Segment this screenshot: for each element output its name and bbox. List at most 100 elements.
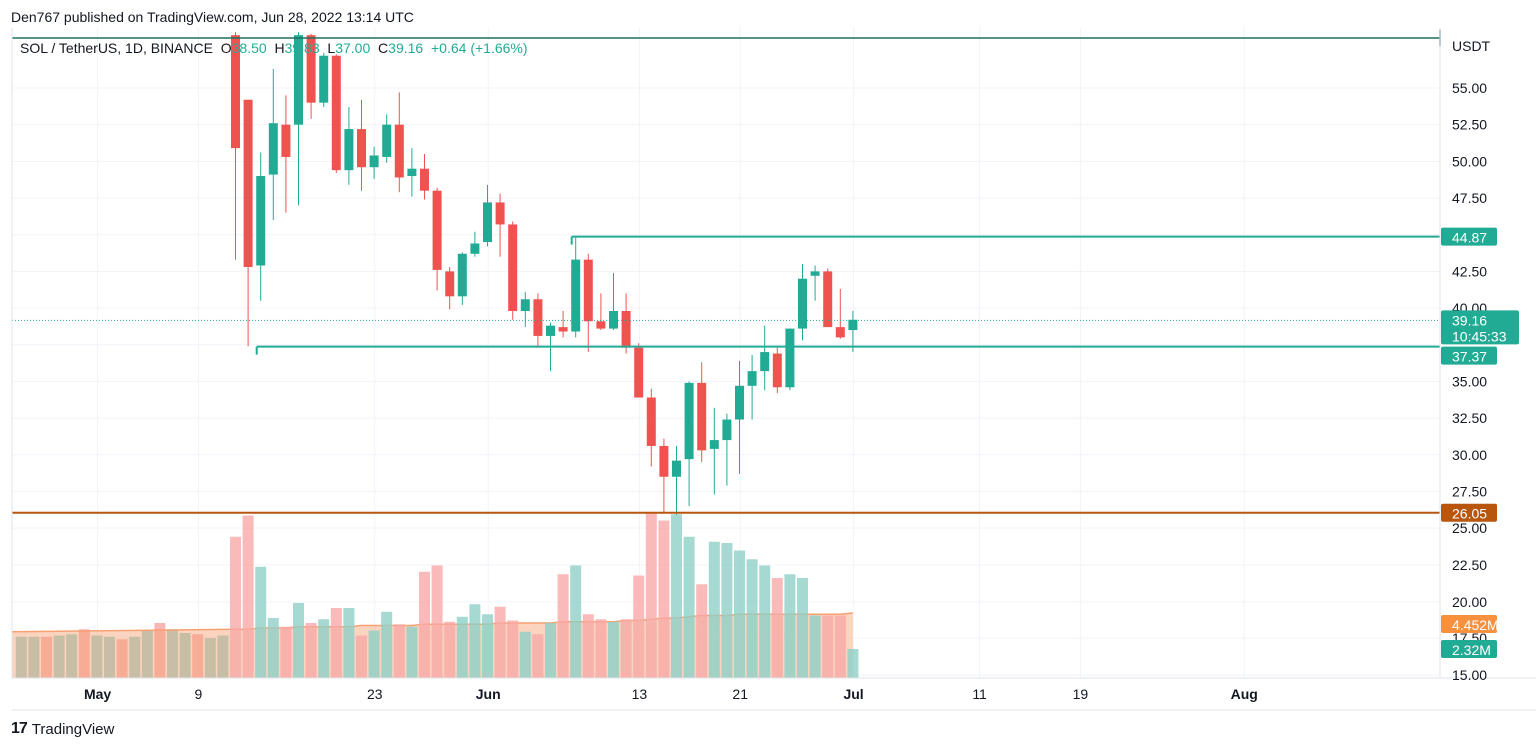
candle [394,92,404,193]
volume-ma-badge: 4.452M [1441,615,1499,633]
candle-body [634,347,644,398]
last-price-badge-text: 10:45:33 [1452,328,1507,344]
candle-body [344,129,354,171]
volume-bar [280,626,292,678]
candle [344,107,354,185]
candle-body [684,382,694,460]
candle [243,99,253,347]
candle [772,347,782,394]
volume-bar [696,584,708,678]
time-tick-label: 19 [1073,686,1089,702]
candle-body [357,129,366,168]
volume-bar [582,614,594,678]
price-tick-label: 30.00 [1452,447,1487,463]
candle [684,381,694,507]
candle [382,114,392,163]
candle-body [772,353,782,388]
candle-body [823,271,833,328]
candle [583,253,593,353]
volume-ma-badge-bg [1441,615,1497,633]
candle-body [243,99,253,267]
time-tick-label: May [84,686,111,702]
volume-bar [532,634,544,678]
symbol-title[interactable]: SOL / TetherUS, 1D, BINANCE [20,40,213,56]
candle [268,68,278,221]
volume-bar [267,618,279,678]
low-value: 37.00 [335,40,371,56]
candle [621,293,631,354]
tradingview-logo[interactable]: 17 TradingView [11,720,114,738]
axis-layer: USDT55.0052.5050.0047.5042.5040.0035.003… [11,28,1536,711]
candle [319,52,329,108]
candle-body [483,202,492,243]
candle-body [394,124,404,178]
level-badge: 44.87 [1441,227,1497,246]
candle [722,413,732,486]
candle [470,231,480,257]
volume-bar [179,633,191,678]
candle-body [533,299,543,336]
candle [357,99,366,191]
candle [848,310,858,353]
candle-body [760,352,770,372]
candle-body [231,35,240,149]
candle-body [256,176,266,266]
candle [331,54,341,174]
volume-bar [759,565,771,678]
volume-bar [507,620,519,678]
volume-bar [683,536,695,678]
volume-last-badge-text: 2.32M [1452,642,1491,658]
volume-bar [230,536,241,678]
volume-bar [746,559,758,678]
candle-body [747,371,757,386]
candle-body [735,385,744,420]
candle-body [546,325,555,336]
volume-bar [141,630,153,678]
volume-bar [734,550,745,678]
volume-bar [368,630,380,678]
price-tick-label: 32.50 [1452,410,1487,426]
volume-layer [11,513,859,678]
candle-body [470,243,480,254]
price-tick-label: 50.00 [1452,153,1487,169]
candle [672,445,681,515]
volume-bar [255,566,267,678]
symbol-header: SOL / TetherUS, 1D, BINANCE O38.50 H39.8… [20,40,528,56]
time-tick-label: Jul [843,686,863,702]
volume-bar [293,603,304,678]
volume-bar [66,634,78,678]
candle-body [785,328,795,388]
volume-bar [469,604,481,678]
volume-bar [167,629,178,678]
candle [520,291,530,328]
candle-body [672,460,681,477]
volume-bar [217,635,229,678]
candle [634,343,644,398]
volume-bar [104,636,115,678]
candle [231,32,240,260]
volume-bar [381,611,393,678]
time-tick-label: 9 [195,686,203,702]
level-badge-text: 26.05 [1452,506,1487,522]
time-tick-label: 11 [972,686,987,702]
candle [445,266,455,310]
candle [747,354,757,420]
volume-bar [305,623,317,678]
volume-bar [519,631,531,678]
publish-info: Den767 published on TradingView.com, Jun… [11,9,414,25]
high-value: 39.83 [284,40,320,56]
volume-bar [91,635,103,678]
volume-bar [330,608,342,678]
candle-body [268,123,278,175]
volume-bar [192,634,204,678]
close-value: 39.16 [388,40,424,56]
candle [785,328,795,391]
volume-bar [482,614,493,678]
price-tick-label: 15.00 [1452,667,1487,683]
level-badge: 26.05 [1441,503,1497,522]
candle-body [558,327,568,332]
candle [735,360,744,474]
candle-body [294,35,303,125]
low-label: L [327,40,336,56]
